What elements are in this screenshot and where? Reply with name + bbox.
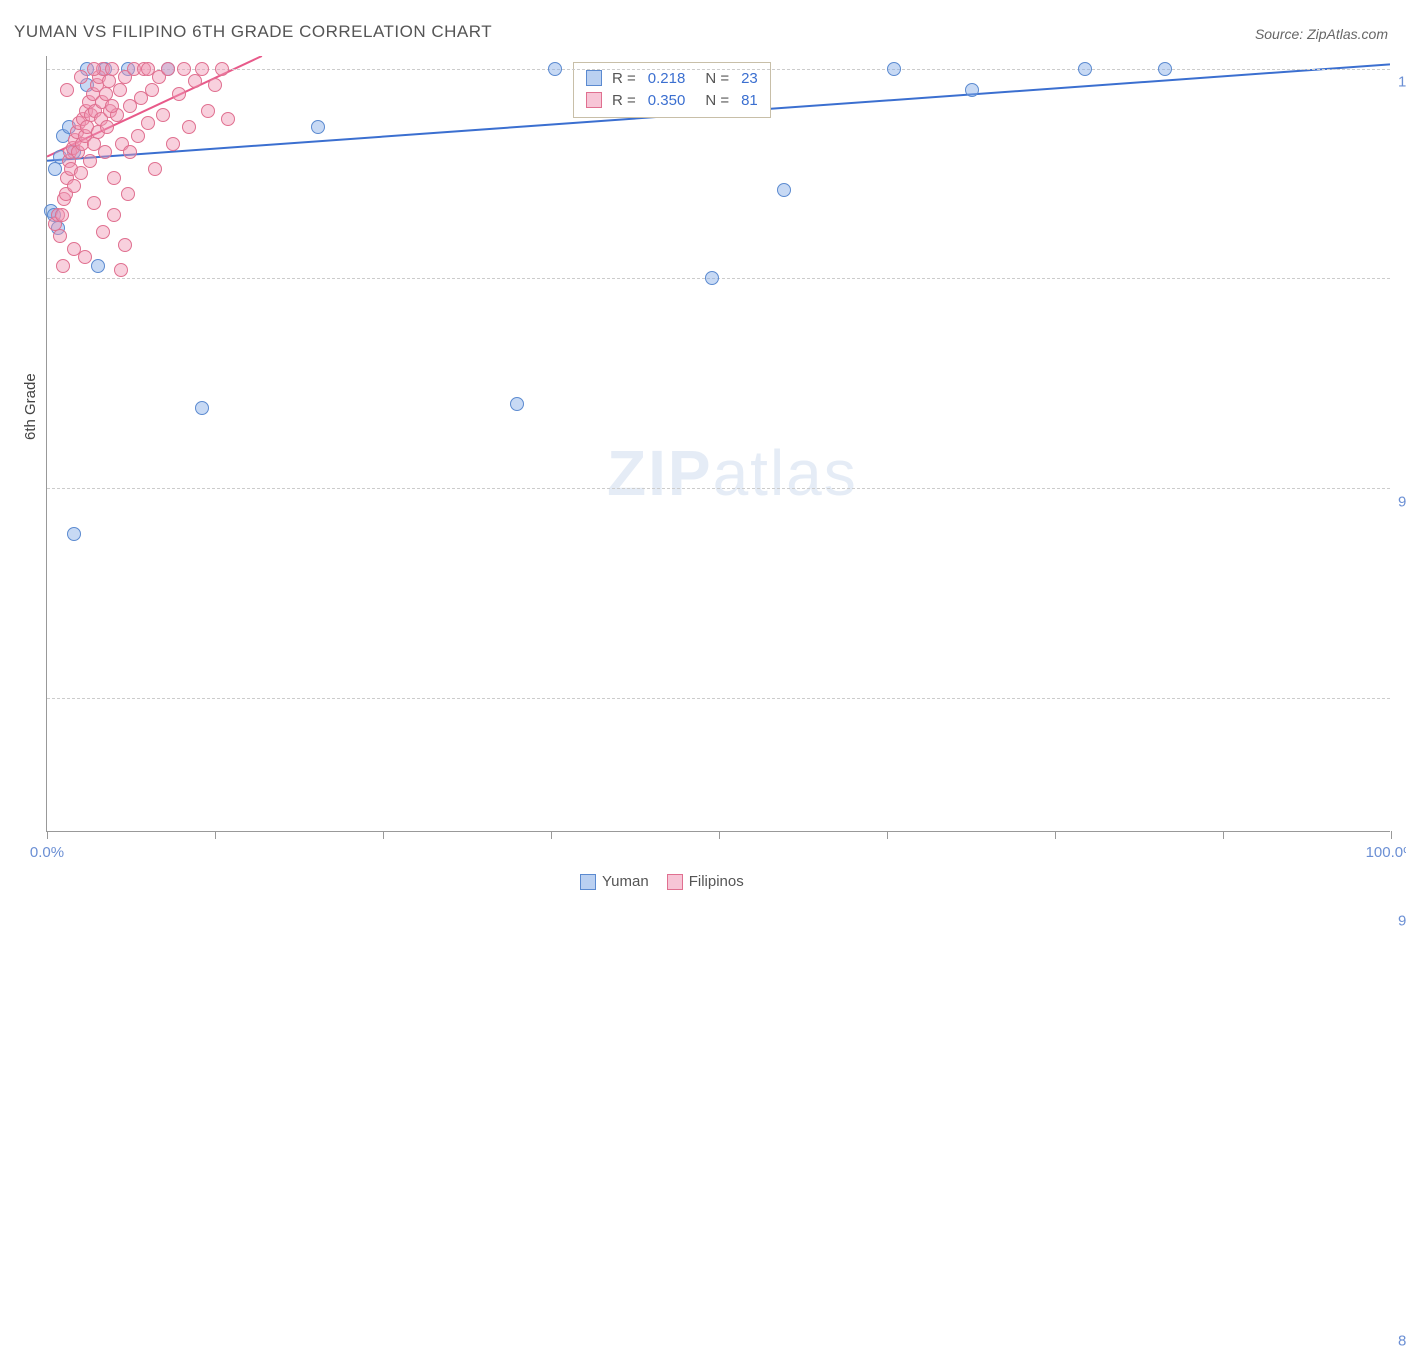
x-tick [1055, 831, 1056, 839]
data-point-b [121, 187, 135, 201]
data-point-a [548, 62, 562, 76]
data-point-b [87, 196, 101, 210]
data-point-b [87, 62, 101, 76]
data-point-a [1078, 62, 1092, 76]
data-point-b [161, 62, 175, 76]
stat-r-label: R = [612, 70, 636, 87]
data-point-a [705, 271, 719, 285]
plot-area: ZIPatlas R = 0.218 N = 23 R = 0.350 N = 81 85.0… [46, 56, 1390, 832]
data-point-b [208, 78, 222, 92]
legend: Yuman Filipinos [580, 873, 744, 890]
data-point-b [201, 104, 215, 118]
watermark-light: atlas [713, 437, 858, 509]
y-tick-label: 90.0% [1392, 913, 1406, 930]
stat-n-value: 23 [741, 70, 758, 87]
legend-item-b: Filipinos [667, 873, 744, 890]
data-point-b [105, 62, 119, 76]
x-tick [1223, 831, 1224, 839]
data-point-b [172, 87, 186, 101]
y-tick-label: 85.0% [1392, 1332, 1406, 1349]
data-point-a [195, 401, 209, 415]
x-tick [887, 831, 888, 839]
x-tick [1391, 831, 1392, 839]
data-point-b [55, 208, 69, 222]
data-point-b [123, 145, 137, 159]
data-point-b [221, 112, 235, 126]
x-tick [47, 831, 48, 839]
swatch-icon [586, 70, 602, 86]
data-point-a [510, 397, 524, 411]
data-point-b [60, 83, 74, 97]
data-point-b [78, 250, 92, 264]
data-point-b [74, 70, 88, 84]
data-point-b [83, 154, 97, 168]
data-point-b [177, 62, 191, 76]
data-point-a [67, 527, 81, 541]
x-tick [215, 831, 216, 839]
data-point-b [114, 263, 128, 277]
stat-n-label: N = [705, 92, 729, 109]
data-point-b [145, 83, 159, 97]
data-point-b [156, 108, 170, 122]
y-axis-label: 6th Grade [22, 373, 39, 440]
data-point-b [100, 120, 114, 134]
source-attribution: Source: ZipAtlas.com [1255, 26, 1388, 42]
stat-r-value: 0.350 [648, 92, 686, 109]
data-point-a [311, 120, 325, 134]
gridline: 100.0% [47, 69, 1390, 70]
data-point-b [188, 74, 202, 88]
stats-panel: R = 0.218 N = 23 R = 0.350 N = 81 [573, 62, 771, 118]
data-point-b [98, 145, 112, 159]
data-point-b [105, 99, 119, 113]
data-point-b [182, 120, 196, 134]
data-point-b [113, 83, 127, 97]
data-point-a [91, 259, 105, 273]
data-point-a [887, 62, 901, 76]
stat-n-label: N = [705, 70, 729, 87]
data-point-b [131, 129, 145, 143]
swatch-icon [667, 874, 683, 890]
data-point-b [56, 259, 70, 273]
data-point-b [141, 62, 155, 76]
data-point-b [74, 166, 88, 180]
data-point-a [965, 83, 979, 97]
x-tick-label: 100.0% [1366, 844, 1406, 861]
legend-label: Yuman [602, 873, 649, 890]
data-point-b [107, 208, 121, 222]
swatch-icon [586, 92, 602, 108]
gridline: 85.0% [47, 698, 1390, 699]
data-point-b [166, 137, 180, 151]
watermark-bold: ZIP [607, 437, 713, 509]
legend-label: Filipinos [689, 873, 744, 890]
data-point-b [118, 238, 132, 252]
x-tick [383, 831, 384, 839]
data-point-b [67, 179, 81, 193]
legend-item-a: Yuman [580, 873, 649, 890]
swatch-icon [580, 874, 596, 890]
y-tick-label: 95.0% [1392, 493, 1406, 510]
x-tick [551, 831, 552, 839]
y-tick-label: 100.0% [1392, 74, 1406, 91]
data-point-b [53, 229, 67, 243]
data-point-b [141, 116, 155, 130]
stat-n-value: 81 [741, 92, 758, 109]
data-point-b [107, 171, 121, 185]
data-point-b [215, 62, 229, 76]
stats-row-a: R = 0.218 N = 23 [586, 67, 758, 89]
data-point-a [1158, 62, 1172, 76]
stat-r-label: R = [612, 92, 636, 109]
x-tick [719, 831, 720, 839]
stat-r-value: 0.218 [648, 70, 686, 87]
watermark: ZIPatlas [607, 436, 858, 510]
gridline: 90.0% [47, 488, 1390, 489]
chart-title: YUMAN VS FILIPINO 6TH GRADE CORRELATION … [14, 22, 492, 42]
trend-lines [47, 56, 1390, 831]
stats-row-b: R = 0.350 N = 81 [586, 89, 758, 111]
data-point-a [777, 183, 791, 197]
data-point-b [148, 162, 162, 176]
x-tick-label: 0.0% [30, 844, 64, 861]
data-point-b [96, 225, 110, 239]
data-point-b [195, 62, 209, 76]
